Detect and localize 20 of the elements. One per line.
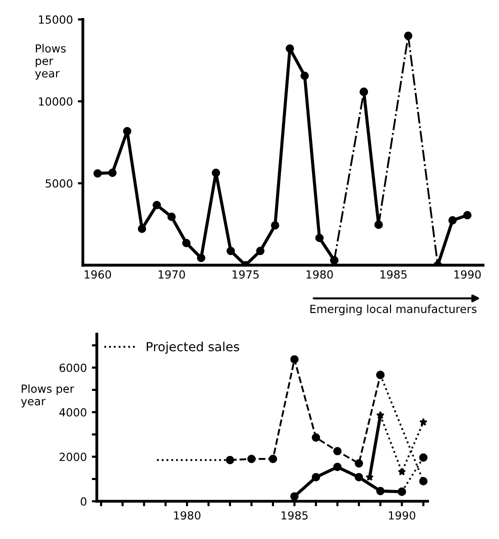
x-tick-label: 1960 [84, 270, 112, 279]
x-tick-label: 1990 [454, 270, 481, 279]
legend-label: Projected sales [146, 342, 240, 354]
y-tick-label: 0 [80, 497, 86, 506]
x-tick-label: 1980 [306, 270, 333, 279]
x-tick-label: 1985 [282, 511, 308, 520]
y-tick-label: 2000 [60, 452, 86, 462]
x-tick-label: 1970 [158, 270, 185, 279]
x-tick-label: 1975 [232, 270, 259, 279]
x-tick-label: 1990 [388, 511, 416, 520]
y-tick-label: 10000 [38, 97, 72, 106]
x-tick-label: 1980 [174, 511, 200, 520]
y-axis-title: Plows per year [35, 44, 66, 80]
y-tick-label: 6000 [60, 364, 86, 372]
y-tick-label: 15000 [38, 15, 72, 24]
y-axis-title: Plows per year [21, 384, 74, 408]
y-tick-label: 4000 [59, 408, 86, 417]
x-tick-label: 1985 [380, 270, 407, 279]
text: Emerging local manufacturers [310, 304, 476, 316]
y-tick-label: 5000 [46, 179, 72, 188]
